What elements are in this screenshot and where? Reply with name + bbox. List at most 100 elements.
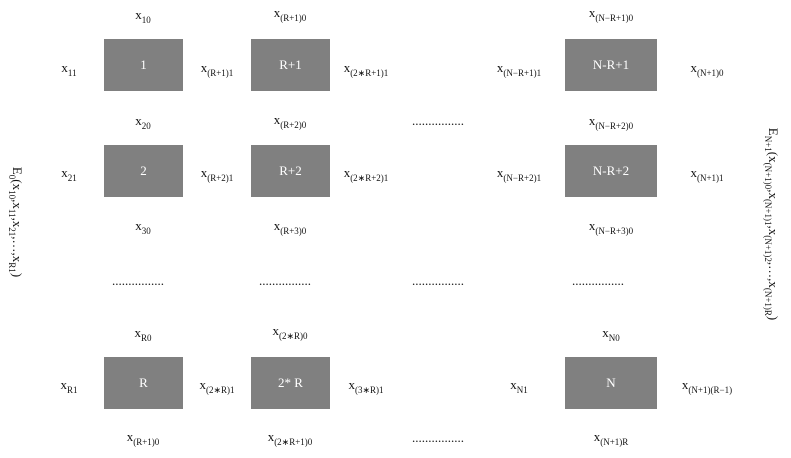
variable-subscript: (3∗R)1: [355, 385, 384, 395]
energy-formula: E0(x10,x11,x21,…,xR1): [7, 167, 25, 277]
variable-subscript: (R+3)0: [280, 226, 307, 236]
variable-label: x(R+2)0: [274, 112, 307, 130]
variable-base: x: [272, 323, 279, 338]
variable-label: xN1: [510, 377, 528, 395]
formula-text: E: [766, 128, 781, 136]
variable-subscript: 30: [142, 226, 152, 236]
variable-subscript: N0: [609, 333, 620, 343]
variable-label: x(N−R+3)0: [589, 218, 634, 236]
formula-text: ,x: [10, 218, 25, 228]
variable-base: x: [602, 325, 609, 340]
variable-subscript: (N−R+1)0: [595, 13, 633, 23]
node-label: 2* R: [278, 375, 303, 390]
variable-subscript: N1: [517, 385, 528, 395]
variable-base: x: [61, 165, 68, 180]
formula-text: E: [10, 167, 25, 175]
node: R: [104, 357, 183, 409]
variable-label: x(R+1)0: [127, 429, 160, 447]
variable-label: x30: [135, 218, 151, 236]
node-box: [565, 145, 657, 197]
variable-base: x: [268, 429, 275, 444]
variable-base: x: [594, 429, 601, 444]
variable-label: x20: [135, 113, 151, 131]
variable-base: x: [127, 429, 134, 444]
energy-formula: EN+1(x(N+1)0,x(N+1)1,x(N+1)2,…,x(N+1)R): [763, 128, 781, 321]
variable-label: x10: [135, 7, 151, 25]
formula-text: ): [10, 273, 25, 277]
ellipsis: ................: [112, 273, 164, 288]
variable-subscript: (N+1)0: [697, 68, 724, 78]
variable-label: x(N+1)1: [690, 165, 723, 183]
node-box: [104, 145, 183, 197]
variable-label: x21: [61, 165, 77, 183]
node: 2* R: [251, 357, 330, 409]
formula-text: ,…,x: [10, 236, 25, 263]
formula-subscript: (N+1)1: [763, 199, 773, 226]
formula-subscript: 11: [7, 209, 17, 218]
node-box: [104, 357, 183, 409]
formula-subscript: (N+1)0: [763, 163, 773, 190]
variable-label: x(R+2)1: [201, 165, 234, 183]
variable-base: x: [274, 218, 281, 233]
formula-text: (x: [766, 152, 781, 163]
variable-base: x: [201, 165, 208, 180]
formula-subscript: N+1: [763, 136, 773, 152]
variable-label: xN0: [602, 325, 620, 343]
variable-subscript: (R+1)0: [280, 13, 307, 23]
variable-subscript: (N+1)(R−1): [688, 385, 732, 395]
node-label: R+1: [279, 57, 302, 72]
variable-base: x: [589, 5, 596, 20]
variable-label: xR1: [60, 377, 77, 395]
formula-text: ,x: [766, 226, 781, 236]
variable-subscript: (2∗R+1)1: [350, 68, 388, 78]
variable-label: x11: [61, 60, 76, 78]
variable-subscript: (N−R+1)1: [503, 68, 541, 78]
formula-subscript: (N+1)R: [763, 288, 773, 316]
formula-text: ,…,x: [766, 262, 781, 289]
variable-label: x(N−R+2)0: [589, 113, 634, 131]
variable-subscript: (R+1)1: [207, 68, 233, 78]
variable-subscript: (N−R+2)0: [595, 121, 633, 131]
variable-base: x: [60, 377, 67, 392]
variable-base: x: [344, 60, 351, 75]
node: 1: [104, 39, 183, 91]
variable-subscript: 10: [142, 15, 152, 25]
variable-base: x: [135, 7, 142, 22]
formula-text: (x: [10, 179, 25, 190]
formula-subscript: R1: [7, 262, 17, 273]
variable-subscript: R1: [67, 385, 78, 395]
variable-subscript: 21: [68, 173, 77, 183]
variable-label: x(R+3)0: [274, 218, 307, 236]
node-label: N-R+1: [593, 57, 629, 72]
node: N: [565, 357, 657, 409]
node-label: N: [606, 375, 616, 390]
variable-label: xR0: [134, 325, 152, 343]
formula-subscript: 0: [7, 175, 17, 180]
variable-label: x(R+1)1: [201, 60, 234, 78]
variable-base: x: [344, 165, 351, 180]
node: 2: [104, 145, 183, 197]
node-box: [251, 145, 330, 197]
variable-label: x(N−R+1)0: [589, 5, 634, 23]
variable-subscript: (R+1)0: [133, 437, 160, 447]
variable-subscript: R0: [141, 333, 152, 343]
variable-label: x(2∗R)1: [199, 377, 234, 395]
node: N-R+2: [565, 145, 657, 197]
variable-base: x: [274, 5, 281, 20]
variable-base: x: [497, 165, 504, 180]
node-label: R: [139, 375, 148, 390]
formula-subscript: 21: [7, 227, 17, 236]
variable-label: x(N−R+1)1: [497, 60, 541, 78]
node: R+2: [251, 145, 330, 197]
formula-text: ,x: [766, 189, 781, 199]
node-box: [251, 357, 330, 409]
variable-base: x: [199, 377, 206, 392]
variable-subscript: (R+2)0: [280, 120, 307, 130]
ellipsis: ................: [412, 113, 464, 128]
node-box: [251, 39, 330, 91]
variable-subscript: 20: [142, 121, 152, 131]
variable-subscript: (N−R+2)1: [503, 173, 541, 183]
variable-base: x: [690, 165, 697, 180]
variable-subscript: (2∗R+2)1: [350, 173, 388, 183]
